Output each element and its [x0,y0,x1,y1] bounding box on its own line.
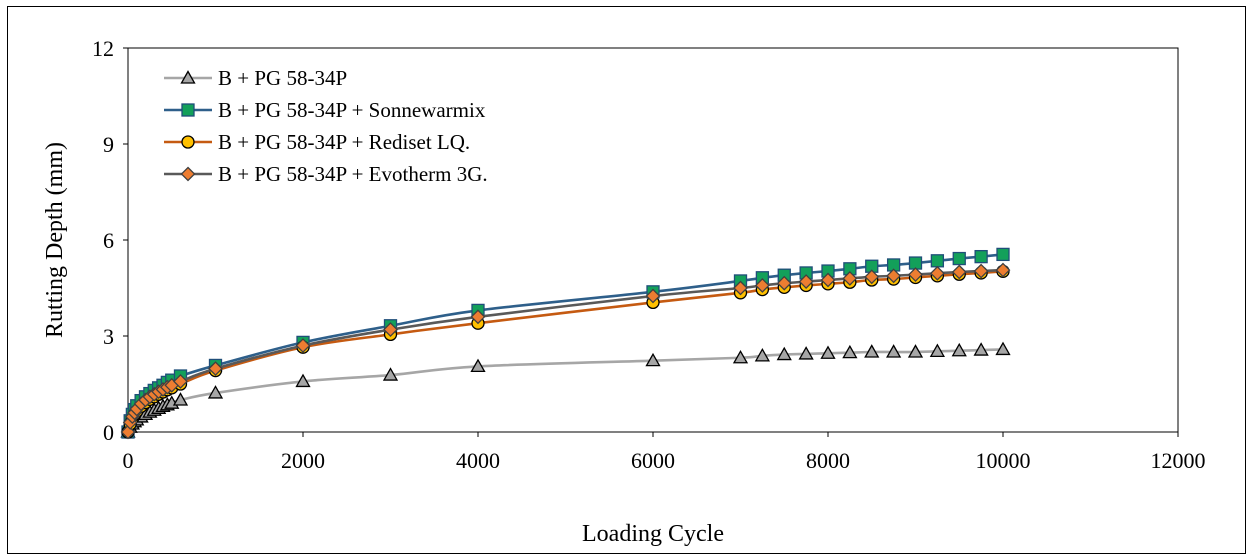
x-axis: 0 2000 4000 6000 8000 10000 12000 [123,432,1206,473]
data-point [732,349,749,364]
data-point [776,346,792,361]
legend-item: B + PG 58-34P + Evotherm 3G. [164,162,488,186]
x-tick-label: 8000 [806,448,850,473]
series-layer [120,247,1011,440]
legend-item: B + PG 58-34P + Sonnewarmix [164,98,486,122]
y-tick-label: 12 [92,36,114,61]
data-point [974,249,988,264]
data-point [295,373,311,388]
data-point [929,265,945,281]
x-tick-label: 12000 [1151,448,1206,473]
legend-item: B + PG 58-34P [164,66,347,90]
x-tick-label: 10000 [976,448,1031,473]
series-4 [120,262,1011,440]
data-point [951,342,967,357]
data-point [842,344,858,359]
legend-marker [181,103,195,117]
data-point [295,338,311,354]
legend-label: B + PG 58-34P + Rediset LQ. [218,130,470,154]
data-point [470,309,486,325]
data-point [864,269,880,285]
data-point [930,254,945,268]
data-point [754,348,770,362]
data-point [754,278,770,293]
x-axis-title: Loading Cycle [582,521,724,547]
data-point [733,280,748,296]
chart-frame [7,6,1246,554]
data-point [820,272,836,288]
data-point [798,274,814,290]
data-point [995,262,1011,278]
data-point [645,288,661,304]
data-point [470,358,486,373]
data-point [820,345,836,359]
data-point [908,267,923,282]
y-axis: 0 3 6 9 12 [92,36,128,445]
data-point [952,251,966,266]
legend-label: B + PG 58-34P + Evotherm 3G. [218,162,488,186]
data-point [864,344,880,358]
data-point [995,341,1011,356]
series-line [126,348,1004,433]
data-point [886,268,902,284]
y-tick-label: 6 [103,228,114,253]
data-point [951,264,967,280]
data-point [776,275,792,291]
data-point [173,374,188,389]
data-point [208,361,223,377]
legend-marker [180,70,196,84]
data-point [842,270,858,286]
legend: B + PG 58-34P B + PG 58-34P + Sonnewarmix… [164,66,488,186]
x-tick-label: 6000 [631,448,675,473]
data-point [886,344,902,358]
x-tick-label: 0 [123,448,134,473]
y-tick-label: 3 [103,324,114,349]
x-tick-label: 2000 [281,448,325,473]
legend-label: B + PG 58-34P + Sonnewarmix [218,98,486,122]
data-point [973,342,989,356]
data-point [929,343,945,358]
data-point [798,346,814,360]
legend-label: B + PG 58-34P [218,66,347,90]
data-point [973,263,989,279]
data-point [645,352,661,367]
data-point [383,322,398,338]
legend-item: B + PG 58-34P + Rediset LQ. [164,130,470,154]
y-tick-label: 0 [103,420,114,445]
y-axis-title: Rutting Depth (mm) [42,142,68,338]
y-tick-label: 9 [103,132,114,157]
data-point [907,344,924,358]
data-point [382,367,399,381]
x-tick-label: 4000 [456,448,500,473]
legend-marker [181,135,195,149]
data-point [996,247,1010,262]
legend-marker [180,166,196,182]
data-point [207,385,224,399]
data-point [172,392,189,406]
